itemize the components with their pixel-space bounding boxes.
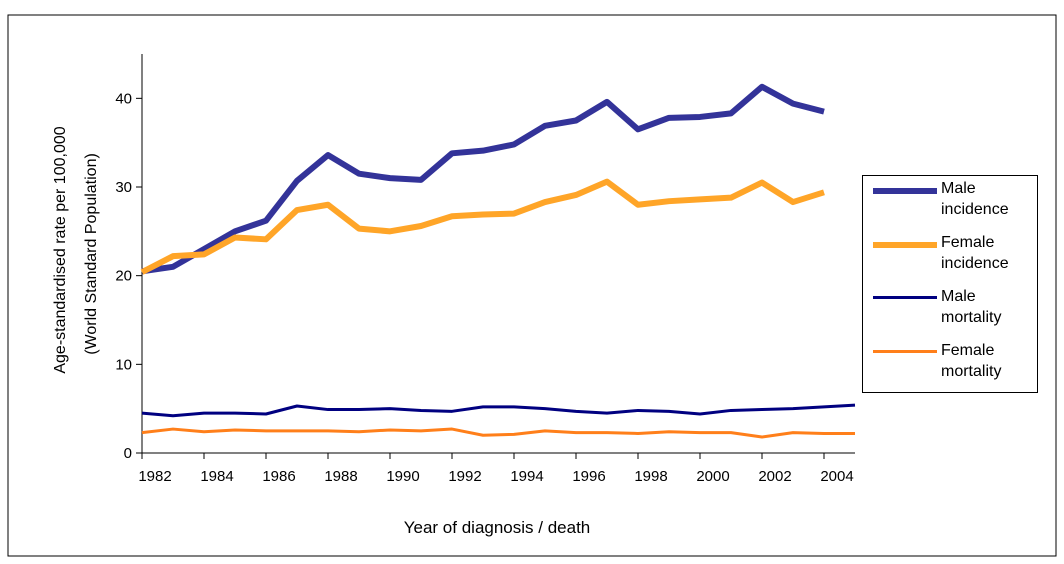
x-tick-label: 1990 xyxy=(386,468,419,485)
legend-swatch xyxy=(873,188,937,194)
legend-label: Female incidence xyxy=(941,234,1009,272)
x-tick-label: 1994 xyxy=(510,468,543,485)
legend-label: Male mortality xyxy=(941,288,1002,326)
x-tick-label: 1996 xyxy=(572,468,605,485)
legend-item: Male mortality xyxy=(863,286,1037,338)
legend-item: Male incidence xyxy=(863,178,1037,230)
legend: Male incidence Female incidence Male morta… xyxy=(862,175,1038,393)
legend-swatch xyxy=(873,296,937,299)
x-tick-label: 1986 xyxy=(262,468,295,485)
x-axis-title: Year of diagnosis / death xyxy=(404,518,591,537)
y-axis-title: Age-standardised rate per 100,000 xyxy=(52,126,69,373)
y-tick-label: 10 xyxy=(115,356,132,373)
legend-label: Female mortality xyxy=(941,342,1002,380)
series-line xyxy=(141,427,855,439)
x-tick-label: 2002 xyxy=(758,468,791,485)
x-tick-label: 2000 xyxy=(696,468,729,485)
x-tick-label: 1992 xyxy=(448,468,481,485)
x-tick-label: 1982 xyxy=(138,468,171,485)
legend-item: Female mortality xyxy=(863,340,1037,392)
legend-item: Female incidence xyxy=(863,232,1037,284)
x-tick-label: 1984 xyxy=(200,468,233,485)
y-tick-label: 20 xyxy=(115,268,132,285)
series-line xyxy=(141,403,856,418)
legend-label: Male incidence xyxy=(941,180,1009,218)
series-line xyxy=(140,178,825,275)
y-tick-label: 0 xyxy=(124,445,132,462)
series-line xyxy=(141,83,825,275)
x-tick-label: 1998 xyxy=(634,468,667,485)
legend-swatch xyxy=(873,242,937,248)
x-tick-label: 2004 xyxy=(820,468,853,485)
y-tick-label: 30 xyxy=(115,179,132,196)
y-tick-label: 40 xyxy=(115,90,132,107)
x-tick-label: 1988 xyxy=(324,468,357,485)
legend-swatch xyxy=(873,350,937,353)
y-axis-title: (World Standard Population) xyxy=(83,153,100,355)
